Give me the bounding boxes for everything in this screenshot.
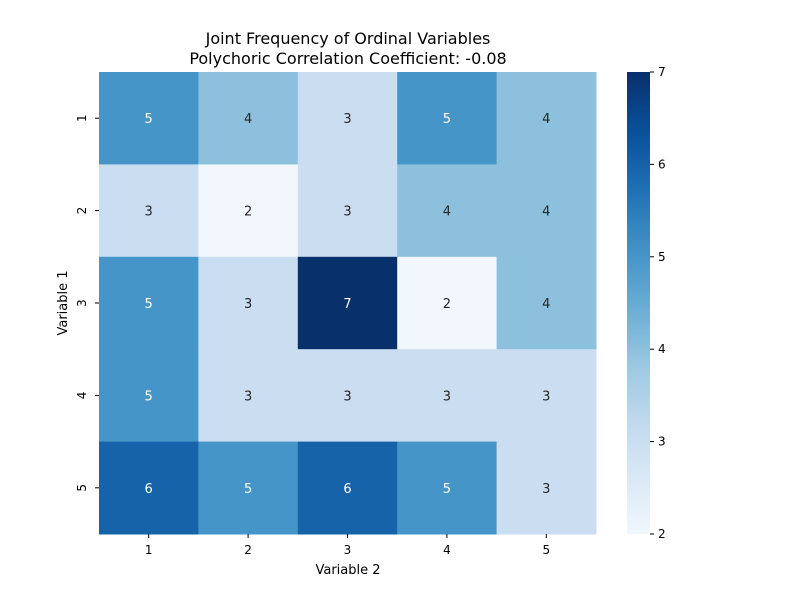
heatmap-cell-r5-c5 (496, 441, 597, 535)
heatmap-cell-r1-c2 (198, 72, 299, 165)
heatmap-cell-r3-c4 (397, 256, 498, 350)
cell-value-label-r3-c2: 3 (244, 297, 252, 312)
heatmap-cells: 5 4 3 5 4 3 2 3 4 4 5 3 7 2 4 5 3 3 3 3 6 5 6 5 3 (99, 72, 597, 535)
colorbar-tick-label-6: 7 (658, 65, 666, 79)
heatmap-cell-r4-c1 (99, 349, 199, 443)
cell-value-label-r3-c3: 7 (343, 297, 351, 312)
x-tick-label-5: 5 (542, 543, 550, 557)
x-tick-label-3: 3 (344, 543, 352, 557)
cell-value-label-r2-c5: 4 (542, 205, 550, 220)
heatmap-cell-r2-c3 (297, 164, 398, 258)
x-axis-label: Variable 2 (315, 563, 380, 578)
y-tick-label-4: 4 (75, 392, 89, 400)
heatmap-cell-r3-c1 (99, 256, 199, 350)
y-tick-label-2: 2 (75, 207, 89, 215)
cell-value-label-r3-c1: 5 (145, 297, 153, 312)
heatmap-cell-r2-c2 (198, 164, 299, 258)
cell-value-label-r4-c5: 3 (542, 389, 550, 404)
heatmap-cell-r4-c5 (496, 349, 597, 443)
heatmap-cell-r5-c2 (198, 441, 299, 535)
heatmap-cell-r4-c4 (397, 349, 498, 443)
cell-value-label-r2-c1: 3 (145, 205, 153, 220)
cell-value-label-r1-c3: 3 (343, 112, 351, 127)
cell-value-label-r5-c4: 5 (443, 482, 451, 497)
y-tick-label-5: 5 (75, 484, 89, 492)
heatmap-cell-r4-c3 (297, 349, 398, 443)
cell-value-label-r5-c5: 3 (542, 482, 550, 497)
heatmap-cell-r1-c5 (496, 72, 597, 165)
x-tick-label-2: 2 (244, 543, 252, 557)
heatmap-cell-r3-c3 (297, 256, 398, 350)
y-axis-ticks: 1 2 3 4 5 (75, 114, 99, 492)
colorbar-tick-label-1: 2 (658, 527, 666, 541)
x-tick-label-1: 1 (145, 543, 153, 557)
colorbar-tick-label-5: 6 (658, 157, 666, 171)
cell-value-label-r3-c4: 2 (443, 297, 451, 312)
heatmap-cell-r1-c3 (297, 72, 398, 165)
heatmap-cell-r5-c1 (99, 441, 199, 535)
colorbar-tick-label-4: 5 (658, 250, 666, 264)
heatmap-cell-r4-c2 (198, 349, 299, 443)
colorbar-gradient (627, 72, 650, 534)
y-tick-label-3: 3 (75, 299, 89, 307)
cell-value-label-r5-c2: 5 (244, 482, 252, 497)
colorbar-tick-label-3: 4 (658, 342, 666, 356)
cell-value-label-r1-c1: 5 (145, 112, 153, 127)
cell-value-label-r1-c5: 4 (542, 112, 550, 127)
cell-value-label-r5-c1: 6 (145, 482, 153, 497)
chart-title: Joint Frequency of Ordinal Variables (205, 29, 491, 48)
cell-value-label-r5-c3: 6 (343, 482, 351, 497)
heatmap-cell-r1-c4 (397, 72, 498, 165)
cell-value-label-r3-c5: 4 (542, 297, 550, 312)
cell-value-label-r2-c2: 2 (244, 205, 252, 220)
cell-value-label-r4-c1: 5 (145, 389, 153, 404)
heatmap-cell-r2-c5 (496, 164, 597, 258)
chart-subtitle: Polychoric Correlation Coefficient: -0.0… (189, 49, 506, 68)
y-tick-label-1: 1 (75, 114, 89, 122)
x-tick-label-4: 4 (443, 543, 451, 557)
cell-value-label-r4-c4: 3 (443, 389, 451, 404)
cell-value-label-r2-c3: 3 (343, 205, 351, 220)
heatmap-cell-r5-c3 (297, 441, 398, 535)
heatmap-cell-r1-c1 (99, 72, 199, 165)
colorbar-tick-label-2: 3 (658, 435, 666, 449)
colorbar: 2 3 4 5 6 7 (627, 65, 666, 541)
cell-value-label-r4-c3: 3 (343, 389, 351, 404)
heatmap-cell-r2-c4 (397, 164, 498, 258)
heatmap-cell-r2-c1 (99, 164, 199, 258)
cell-value-label-r1-c2: 4 (244, 112, 252, 127)
x-axis-ticks: 1 2 3 4 5 (145, 534, 550, 557)
heatmap-cell-r3-c2 (198, 256, 299, 350)
heatmap-cell-r3-c5 (496, 256, 597, 350)
heatmap-cell-r5-c4 (397, 441, 498, 535)
cell-value-label-r4-c2: 3 (244, 389, 252, 404)
cell-value-label-r1-c4: 5 (443, 112, 451, 127)
y-axis-label: Variable 1 (56, 270, 71, 335)
cell-value-label-r2-c4: 4 (443, 205, 451, 220)
